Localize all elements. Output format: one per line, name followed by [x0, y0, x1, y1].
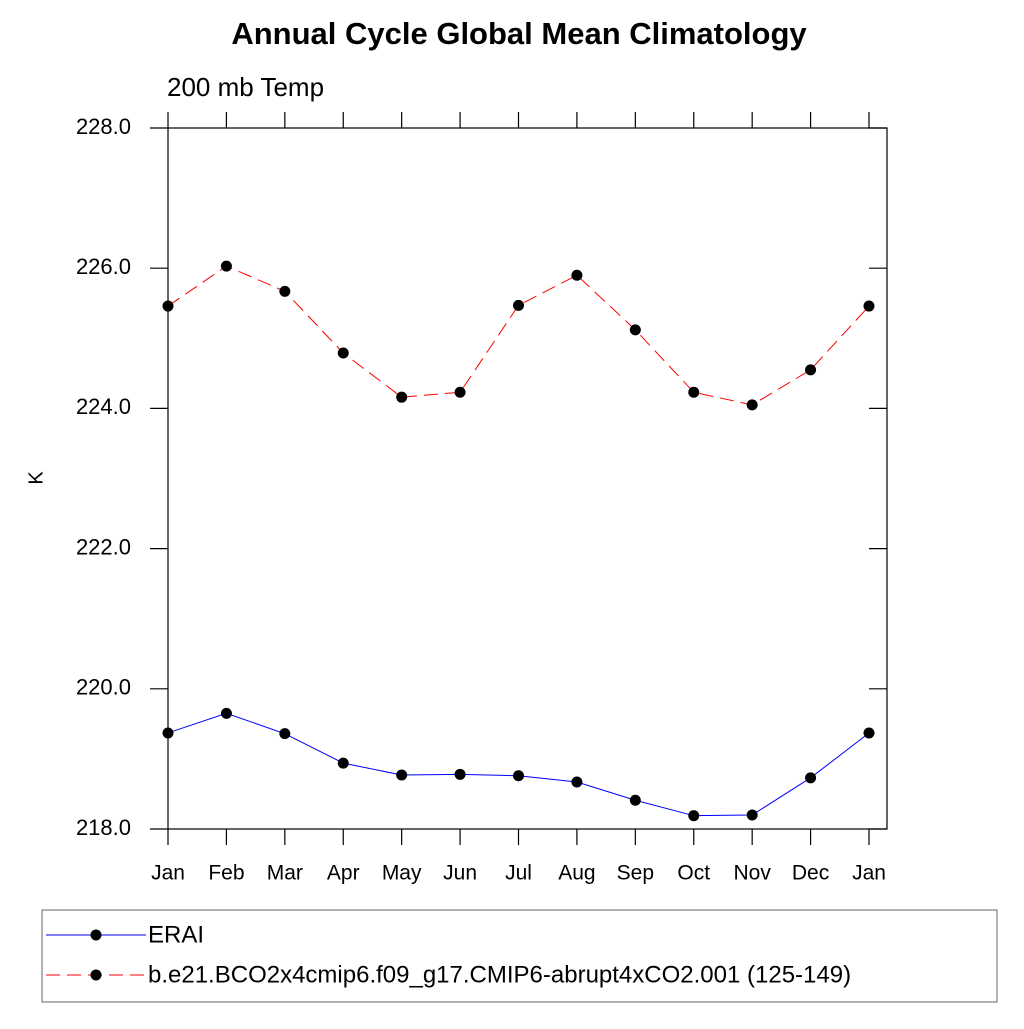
x-tick-label: Sep: [617, 862, 654, 885]
data-point: [396, 769, 408, 781]
x-tick-label: Dec: [792, 862, 829, 885]
x-tick-label: Jan: [151, 862, 185, 885]
series-line: [167, 265, 870, 406]
x-tick-label: Mar: [267, 862, 303, 885]
data-point: [688, 386, 700, 398]
data-point: [746, 809, 758, 821]
y-tick-label: 226.0: [76, 254, 131, 279]
y-tick-label: 218.0: [76, 815, 131, 840]
x-tick-label: Jun: [443, 862, 477, 885]
y-tick-label: 220.0: [76, 675, 131, 700]
data-point: [863, 300, 875, 312]
data-point: [337, 347, 349, 359]
x-tick-label: Oct: [677, 862, 710, 885]
plot-frame: [167, 127, 888, 830]
data-point: [337, 757, 349, 769]
data-point: [863, 727, 875, 739]
x-tick-label: Apr: [327, 862, 360, 885]
legend-box: [41, 909, 998, 1003]
y-axis-label: K: [25, 471, 47, 485]
x-tick-label: Nov: [733, 862, 771, 885]
data-point: [454, 768, 466, 780]
data-point: [220, 707, 232, 719]
data-point: [688, 810, 700, 822]
y-tick-label: 222.0: [76, 534, 131, 559]
y-tick-label: 228.0: [76, 114, 131, 139]
x-tick-label: Feb: [208, 862, 244, 885]
data-point: [513, 299, 524, 311]
series-line: [167, 712, 870, 817]
legend-marker: [90, 929, 102, 941]
x-tick-label: Aug: [558, 862, 595, 885]
data-point: [746, 399, 758, 411]
x-tick-label: Jan: [852, 862, 886, 885]
data-point: [162, 300, 174, 312]
data-point: [513, 770, 524, 782]
legend-label: b.e21.BCO2x4cmip6.f09_g17.CMIP6-abrupt4x…: [148, 961, 851, 988]
data-point: [805, 772, 817, 784]
data-point: [454, 386, 466, 398]
legend-label: ERAI: [148, 921, 204, 948]
data-point: [162, 727, 174, 739]
data-point: [571, 776, 583, 788]
chart-subtitle: 200 mb Temp: [167, 72, 324, 102]
data-point: [571, 269, 583, 281]
y-tick-label: 224.0: [76, 394, 131, 419]
legend-marker: [90, 969, 102, 981]
data-point: [279, 285, 291, 297]
x-tick-label: Jul: [505, 862, 532, 885]
data-point: [629, 324, 641, 336]
x-tick-label: May: [382, 862, 422, 885]
data-point: [805, 364, 817, 376]
data-point: [396, 391, 408, 403]
data-point: [279, 728, 291, 740]
data-point: [629, 794, 641, 806]
data-point: [220, 260, 232, 272]
chart-title: Annual Cycle Global Mean Climatology: [231, 16, 807, 51]
